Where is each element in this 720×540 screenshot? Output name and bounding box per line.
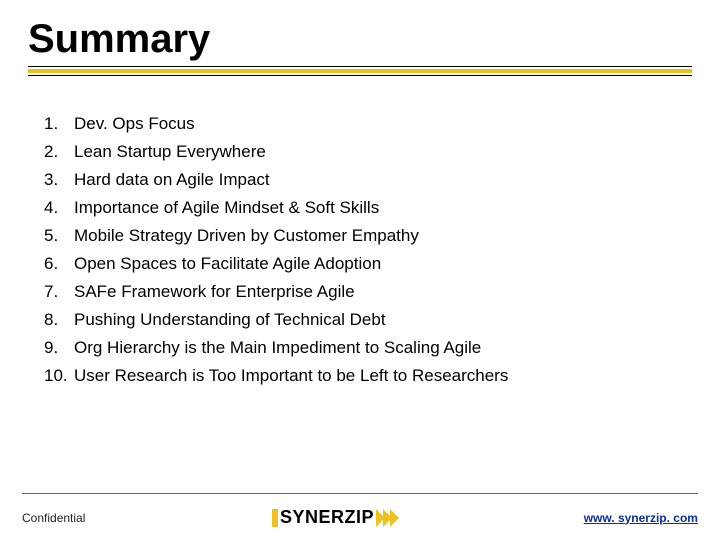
logo-text: SYNERZIP (280, 507, 374, 528)
footer: Confidential SYNERZIP www. synerzip. com (0, 507, 720, 528)
list-item: 1. Dev. Ops Focus (44, 110, 680, 138)
list-number: 2. (44, 138, 74, 166)
list-number: 1. (44, 110, 74, 138)
list-number: 6. (44, 250, 74, 278)
list-text: User Research is Too Important to be Lef… (74, 362, 508, 390)
logo: SYNERZIP (272, 507, 397, 528)
confidential-label: Confidential (22, 511, 85, 525)
list-number: 4. (44, 194, 74, 222)
footer-divider (22, 493, 698, 494)
list-item: 4. Importance of Agile Mindset & Soft Sk… (44, 194, 680, 222)
list-text: Pushing Understanding of Technical Debt (74, 306, 386, 334)
list-text: Open Spaces to Facilitate Agile Adoption (74, 250, 381, 278)
list-item: 3. Hard data on Agile Impact (44, 166, 680, 194)
list-text: Hard data on Agile Impact (74, 166, 270, 194)
list-number: 3. (44, 166, 74, 194)
title-rule-top (28, 66, 692, 67)
list-number: 9. (44, 334, 74, 362)
list-number: 10. (44, 362, 74, 390)
list-text: Dev. Ops Focus (74, 110, 195, 138)
slide-title: Summary (28, 18, 692, 66)
list-number: 8. (44, 306, 74, 334)
list-text: Importance of Agile Mindset & Soft Skill… (74, 194, 379, 222)
logo-chevrons-icon (376, 509, 397, 527)
slide: Summary 1. Dev. Ops Focus 2. Lean Startu… (0, 0, 720, 540)
list-text: SAFe Framework for Enterprise Agile (74, 278, 355, 306)
list-text: Mobile Strategy Driven by Customer Empat… (74, 222, 419, 250)
list-number: 7. (44, 278, 74, 306)
list-item: 10. User Research is Too Important to be… (44, 362, 680, 390)
list-item: 7. SAFe Framework for Enterprise Agile (44, 278, 680, 306)
list-number: 5. (44, 222, 74, 250)
list-item: 6. Open Spaces to Facilitate Agile Adopt… (44, 250, 680, 278)
list-item: 2. Lean Startup Everywhere (44, 138, 680, 166)
logo-bar-icon (272, 509, 278, 527)
list-item: 5. Mobile Strategy Driven by Customer Em… (44, 222, 680, 250)
list-item: 8. Pushing Understanding of Technical De… (44, 306, 680, 334)
content-area: 1. Dev. Ops Focus 2. Lean Startup Everyw… (28, 76, 692, 390)
list-text: Lean Startup Everywhere (74, 138, 266, 166)
title-accent-bar (28, 69, 692, 73)
website-link[interactable]: www. synerzip. com (584, 511, 698, 525)
list-text: Org Hierarchy is the Main Impediment to … (74, 334, 481, 362)
list-item: 9. Org Hierarchy is the Main Impediment … (44, 334, 680, 362)
